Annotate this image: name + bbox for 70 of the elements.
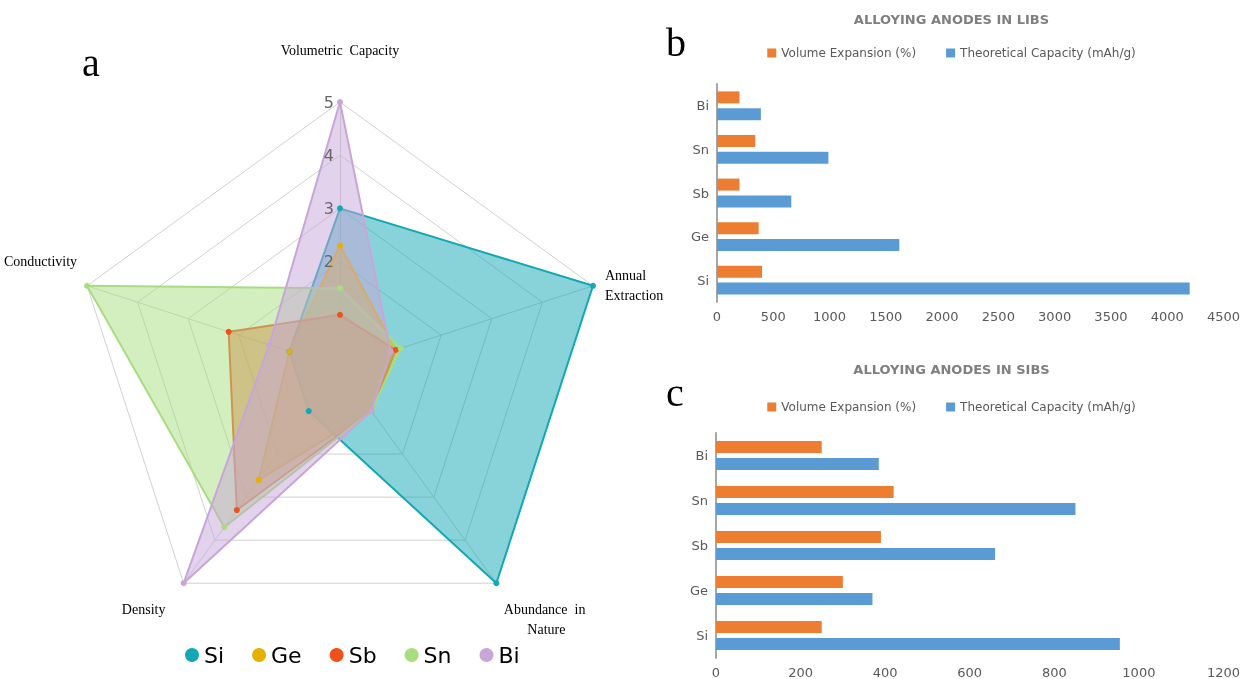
- y-tick-label: Ge: [689, 583, 708, 598]
- y-tick-label: Si: [696, 628, 708, 643]
- x-tick-label: 3000: [1038, 309, 1072, 324]
- legend-label: Ge: [271, 642, 302, 668]
- chart-title: ALLOYING ANODES IN LIBS: [853, 12, 1050, 27]
- bar: [717, 282, 1190, 295]
- bar: [717, 239, 900, 251]
- y-tick-label: Si: [697, 272, 709, 288]
- x-tick-label: 3500: [1094, 309, 1128, 324]
- text: a: [82, 39, 100, 85]
- y-tick-label: Sb: [692, 185, 709, 201]
- spoke-label: Abundance in Nature: [503, 601, 589, 637]
- bar: [717, 151, 829, 164]
- x-tick-label: 1500: [869, 309, 903, 324]
- bar: [716, 621, 822, 634]
- legend-label: Si: [204, 642, 225, 668]
- bar: [716, 576, 843, 589]
- text: b: [666, 19, 686, 65]
- x-tick-label: 600: [957, 665, 983, 679]
- x-tick-label: 1000: [1122, 665, 1156, 679]
- bar: [717, 135, 756, 147]
- bar: [717, 222, 759, 235]
- legend-label: Theoretical Capacity (mAh/g): [959, 46, 1136, 60]
- legend-label: Theoretical Capacity (mAh/g): [959, 400, 1136, 414]
- bar: [717, 91, 740, 104]
- y-tick-label: Bi: [695, 448, 708, 463]
- x-tick-label: 0: [712, 309, 722, 324]
- y-tick-label: 5: [323, 92, 334, 112]
- y-tick-label: Sn: [692, 141, 709, 157]
- y-tick-label: 3: [323, 198, 334, 218]
- bar: [716, 457, 879, 470]
- y-tick-label: Bi: [696, 98, 709, 114]
- spoke-label: Density: [121, 601, 166, 617]
- bar: [717, 108, 761, 121]
- bar: [717, 195, 792, 208]
- legend-label: Bi: [498, 642, 520, 668]
- spoke-label: Volumetric Capacity: [280, 42, 400, 58]
- bar: [717, 178, 740, 191]
- x-tick-label: 200: [788, 665, 813, 679]
- text: c: [666, 369, 684, 415]
- bar: [716, 547, 996, 560]
- x-tick-label: 1000: [813, 309, 847, 324]
- bar: [716, 441, 822, 454]
- x-tick-label: 2500: [981, 309, 1015, 324]
- y-tick-label: Sb: [691, 538, 708, 553]
- x-tick-label: 800: [1041, 665, 1067, 679]
- bar: [716, 502, 1076, 515]
- x-tick-label: 1200: [1206, 665, 1240, 679]
- legend-label: Sn: [423, 642, 452, 668]
- x-tick-label: 500: [760, 309, 786, 324]
- bar: [716, 592, 873, 605]
- spoke-label: Conductivity: [4, 254, 78, 270]
- spoke-label: Annual Extraction: [604, 268, 664, 304]
- bar: [716, 637, 1120, 650]
- y-tick-label: Sn: [691, 493, 708, 508]
- x-tick-label: 400: [872, 665, 898, 679]
- bar: [716, 531, 881, 544]
- bar: [716, 486, 894, 499]
- legend-label: Volume Expansion (%): [781, 46, 917, 60]
- x-tick-label: 0: [711, 665, 721, 679]
- x-tick-label: 4500: [1206, 309, 1240, 324]
- y-tick-label: Ge: [690, 229, 709, 245]
- legend-label: Volume Expansion (%): [781, 400, 917, 414]
- x-tick-label: 2000: [925, 309, 959, 324]
- y-tick-label: 2: [323, 252, 334, 272]
- bar: [717, 265, 763, 278]
- chart-title: ALLOYING ANODES IN SIBS: [853, 362, 1050, 377]
- legend-label: Sb: [348, 642, 377, 668]
- y-tick-label: 4: [323, 145, 334, 165]
- x-tick-label: 4000: [1150, 309, 1184, 324]
